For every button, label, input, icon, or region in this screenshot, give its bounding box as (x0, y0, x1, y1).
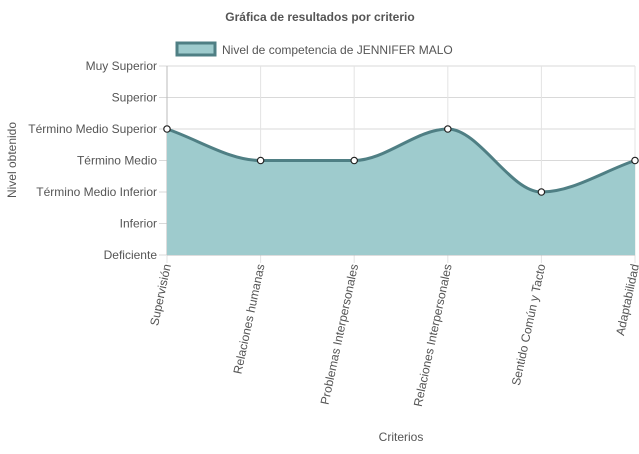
data-point[interactable] (537, 188, 546, 196)
series-area-fill (167, 129, 635, 255)
x-axis-label: Criterios (379, 430, 424, 444)
data-point[interactable] (350, 156, 359, 165)
chart-title: Gráfica de resultados por criterio (225, 10, 414, 24)
y-tick-label: Muy Superior (86, 59, 157, 73)
data-point[interactable] (163, 125, 171, 133)
series-line (166, 127, 636, 194)
legend-swatch[interactable] (175, 41, 217, 57)
series-area (163, 125, 639, 255)
x-axis-tick-labels: Supervisión Relaciones humanas Problemas I… (147, 262, 639, 407)
x-tick-label: Relaciones humanas (231, 263, 268, 376)
y-tick-label: Deficiente (104, 248, 158, 262)
x-tick-label: Adaptabilidad (613, 263, 639, 337)
legend-label[interactable]: Nivel de competencia de JENNIFER MALO (222, 43, 453, 57)
x-tick-label: Sentido Común y Tacto (509, 262, 549, 386)
y-tick-label: Superior (112, 91, 157, 105)
data-point[interactable] (631, 156, 639, 165)
y-tick-label: Término Medio Superior (28, 122, 157, 136)
y-axis-label: Nivel obtenido (5, 122, 19, 198)
data-point[interactable] (443, 125, 452, 133)
y-tick-label: Término Medio (77, 154, 157, 168)
y-tick-label: Término Medio Inferior (36, 185, 157, 199)
y-axis-tick-labels: Deficiente Inferior Término Medio Inferior… (28, 59, 157, 262)
data-point[interactable] (256, 156, 265, 165)
x-tick-label: Supervisión (147, 263, 174, 327)
y-tick-label: Inferior (120, 217, 157, 231)
x-tick-label: Relaciones Interpersonales (411, 263, 455, 408)
x-tick-label: Problemas Interpersonales (318, 263, 362, 406)
